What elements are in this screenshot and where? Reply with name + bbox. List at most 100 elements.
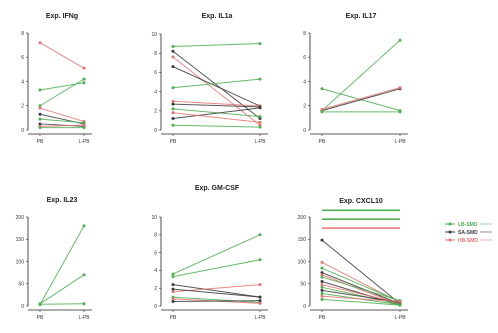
data-point: [258, 77, 262, 81]
y-tick-label: 50: [18, 282, 24, 288]
data-point: [320, 275, 324, 279]
chart-title: Exp. GM-CSF: [195, 185, 240, 192]
y-tick-label: 8: [154, 233, 157, 239]
data-point: [171, 86, 175, 90]
chart-title: Exp. CXCL10: [339, 198, 383, 205]
y-tick-label: 4: [303, 79, 306, 85]
chart-title: Exp. IL23: [47, 197, 78, 204]
series-line: [321, 272, 401, 305]
data-point: [171, 290, 175, 294]
x-tick-label: L-PB: [254, 315, 266, 321]
series-line: [321, 286, 401, 305]
series-line: [172, 284, 261, 298]
series-line: [172, 259, 261, 278]
data-point: [82, 81, 86, 85]
series-line: [172, 296, 261, 303]
legend-marker: [448, 230, 452, 234]
series-line: [39, 107, 85, 122]
data-point: [82, 77, 86, 81]
legend-marker: [448, 238, 452, 242]
series-line: [321, 274, 401, 306]
x-tick-label: L-PB: [394, 315, 406, 321]
data-point: [320, 107, 324, 111]
y-tick-label: 10: [151, 32, 157, 38]
series-line: [172, 56, 261, 126]
data-point: [258, 120, 262, 124]
series-line: [321, 39, 401, 111]
series-line: [321, 239, 401, 305]
x-tick-label: L-PB: [78, 139, 90, 145]
data-point: [320, 288, 324, 292]
series-line: [172, 112, 261, 123]
data-point: [38, 126, 42, 130]
data-point: [320, 266, 324, 270]
data-point: [258, 42, 262, 46]
data-point: [38, 122, 42, 126]
data-point: [82, 302, 86, 306]
data-point: [320, 297, 324, 301]
series-line: [172, 300, 261, 303]
x-tick-label: PB: [170, 139, 177, 145]
series-line: [39, 118, 85, 124]
chart-panel: Exp. IL23 0 50 100 150 200 PB L-PB: [16, 197, 92, 321]
data-point: [320, 283, 324, 287]
legend-item: LB-SMD: [445, 222, 492, 228]
data-point: [171, 287, 175, 291]
y-tick-label: 0: [154, 304, 157, 310]
legend: LB-SMD SA-SMD HB-SMD: [445, 222, 492, 244]
series-line: [39, 123, 85, 127]
y-tick-label: 6: [303, 55, 306, 61]
data-point: [38, 41, 42, 45]
legend-label: LB-SMD: [458, 222, 478, 228]
series-line: [39, 82, 85, 91]
data-point: [171, 297, 175, 301]
series-line: [172, 124, 261, 128]
series-line: [172, 100, 261, 107]
chart-title: Exp. IFNg: [46, 13, 78, 20]
data-point: [171, 65, 175, 69]
series-line: [39, 124, 85, 127]
legend-item: HB-SMD: [445, 238, 492, 244]
data-point: [171, 107, 175, 111]
data-point: [171, 99, 175, 103]
data-point: [398, 38, 402, 42]
y-tick-label: 150: [16, 237, 25, 243]
data-point: [320, 280, 324, 284]
x-tick-label: L-PB: [254, 139, 266, 145]
data-point: [258, 295, 262, 299]
chart-title: Exp. IL17: [346, 13, 377, 20]
data-point: [171, 44, 175, 48]
legend-marker: [448, 222, 452, 226]
data-point: [320, 292, 324, 296]
data-point: [320, 260, 324, 264]
y-tick-label: 2: [154, 286, 157, 292]
y-tick-label: 6: [154, 70, 157, 76]
y-tick-label: 8: [154, 51, 157, 57]
chart-panel: Exp. GM-CSF 0 2 4 6 8 10 PB L-PB: [151, 185, 268, 321]
data-point: [320, 87, 324, 91]
data-point: [320, 285, 324, 289]
chart-panel: Exp. IL17 0 2 4 6 8 PB L-PB: [303, 13, 408, 145]
data-point: [320, 110, 324, 114]
data-point: [82, 123, 86, 127]
series-line: [172, 288, 261, 298]
y-tick-label: 0: [21, 128, 24, 134]
y-tick-label: 2: [303, 104, 306, 110]
series-line: [321, 298, 401, 306]
chart-panel: Exp. IL1a 0 2 4 6 8 10 PB L-PB: [151, 13, 268, 145]
data-point: [258, 301, 262, 305]
data-point: [171, 123, 175, 127]
chart-panels: Exp. IFNg 0 2 4 6 8 PB L-PB Exp. IL1a 0 2 4 6 8 10 PB L-…: [16, 13, 408, 321]
data-point: [258, 283, 262, 287]
x-tick-label: PB: [319, 139, 326, 145]
series-line: [321, 267, 401, 303]
series-line: [321, 295, 401, 303]
data-point: [38, 302, 42, 306]
data-point: [171, 275, 175, 279]
series-line: [39, 274, 85, 305]
chart-title: Exp. IL1a: [202, 13, 233, 20]
data-point: [398, 303, 402, 307]
data-point: [82, 66, 86, 70]
series-line: [39, 42, 85, 69]
